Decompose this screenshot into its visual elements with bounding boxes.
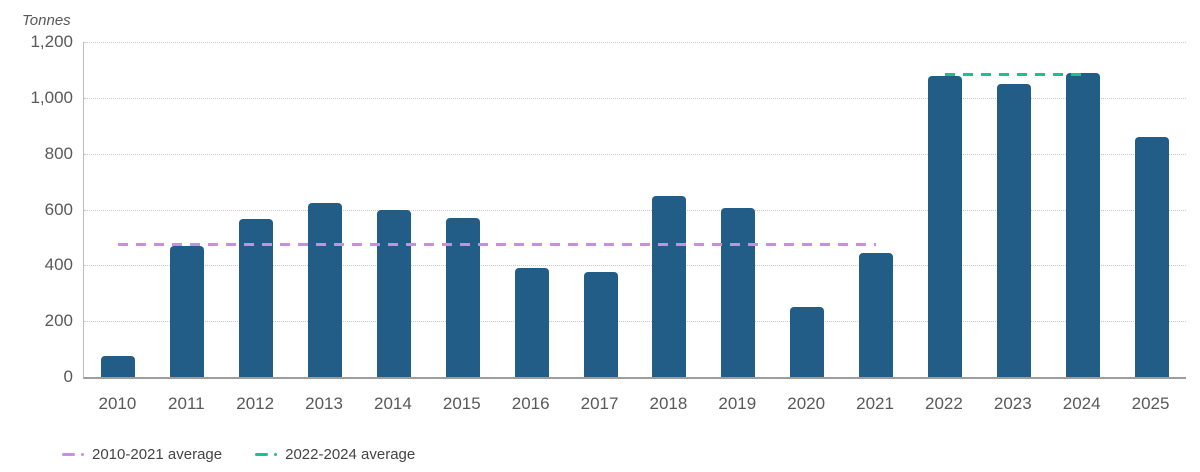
y-tick-label: 200 xyxy=(44,311,73,331)
bar-2020 xyxy=(790,307,825,377)
legend-dash-dot-icon xyxy=(255,453,278,456)
x-tick-label-2010: 2010 xyxy=(98,394,137,413)
legend-dash xyxy=(255,453,269,456)
x-tick-label-2022: 2022 xyxy=(925,394,963,413)
x-tick-label-2019: 2019 xyxy=(718,394,757,413)
y-tick-label: 800 xyxy=(44,143,73,163)
reference-line-2010-2021 xyxy=(118,242,877,246)
x-tick-label-2020: 2020 xyxy=(787,394,826,413)
bar-2025 xyxy=(1134,136,1169,377)
x-tick-label-2024: 2024 xyxy=(1062,394,1101,413)
legend-label: 2010-2021 average xyxy=(92,446,223,463)
legend-item-2022-2024-average: 2022-2024 average xyxy=(255,446,415,463)
x-tick-label-2012: 2012 xyxy=(236,394,275,413)
bar-2011 xyxy=(170,245,205,377)
gridline-600 xyxy=(84,209,1186,211)
bar-2013 xyxy=(308,202,343,377)
x-tick-label-2017: 2017 xyxy=(580,394,619,413)
x-tick-label-2015: 2015 xyxy=(442,394,481,413)
x-tick-label-2014: 2014 xyxy=(374,394,412,413)
x-tick-label-2023: 2023 xyxy=(993,394,1032,413)
gridline-200 xyxy=(84,321,1186,323)
bar-2021 xyxy=(859,252,894,377)
x-tick-label-2018: 2018 xyxy=(649,394,688,413)
legend-dot xyxy=(274,453,278,456)
bar-2023 xyxy=(996,83,1031,377)
legend-item-2010-2021-average: 2010-2021 average xyxy=(62,446,222,463)
x-tick-label-2025: 2025 xyxy=(1131,394,1170,413)
legend-dot xyxy=(81,453,84,456)
bar-2017 xyxy=(583,272,618,377)
x-tick-label-2016: 2016 xyxy=(511,394,550,413)
y-tick-label: 400 xyxy=(44,255,73,275)
bar-2022 xyxy=(927,75,962,377)
y-tick-label: 600 xyxy=(44,199,73,219)
legend-dash xyxy=(62,453,75,456)
x-tick-label-2011: 2011 xyxy=(168,394,205,413)
bar-2014 xyxy=(376,209,411,377)
y-axis-unit-label: Tonnes xyxy=(22,12,71,29)
x-tick-label-2013: 2013 xyxy=(305,394,343,413)
gridline-1000 xyxy=(84,97,1186,99)
x-tick-label-2021: 2021 xyxy=(856,394,894,413)
legend-dash-dot-icon xyxy=(62,453,84,456)
y-tick-label: 1,000 xyxy=(30,87,73,107)
bar-2010 xyxy=(101,356,136,377)
legend: 2010-2021 average 2022-2024 average xyxy=(62,446,415,463)
bar-2016 xyxy=(514,268,549,377)
bar-2018 xyxy=(652,195,687,377)
bar-2015 xyxy=(445,217,480,377)
bar-2019 xyxy=(721,208,756,377)
y-tick-label: 0 xyxy=(63,367,73,386)
plot-area xyxy=(83,42,1186,379)
gridline-800 xyxy=(84,153,1186,155)
legend-label: 2022-2024 average xyxy=(285,446,416,463)
gridline-400 xyxy=(84,265,1186,267)
reference-line-2022-2024 xyxy=(944,72,1083,76)
bar-2024 xyxy=(1065,72,1100,377)
y-tick-label: 1,200 xyxy=(30,32,73,51)
gridline-1200 xyxy=(84,42,1186,43)
